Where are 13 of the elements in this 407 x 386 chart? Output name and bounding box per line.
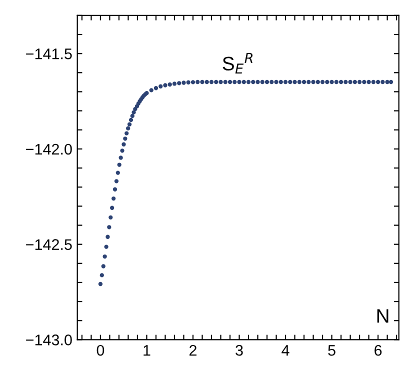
x-tick-label: 3: [236, 344, 243, 356]
x-tick-label: 0: [96, 344, 104, 356]
x-axis-title: N: [377, 309, 388, 323]
x-tick-label: 6: [374, 344, 382, 356]
x-tick-label: 5: [328, 345, 336, 356]
x-tick-label: 2: [190, 344, 196, 356]
y-tick-label: −143.0: [26, 334, 72, 346]
y-tick-label: −141.5: [26, 48, 72, 60]
x-tick-label: 4: [282, 345, 290, 356]
x-tick-label: 1: [144, 345, 150, 356]
y-tick-label: −142.5: [26, 239, 72, 250]
annotation: S$_{E}$$^{R}$: [222, 52, 252, 74]
y-tick-label: −142.0: [26, 144, 72, 155]
